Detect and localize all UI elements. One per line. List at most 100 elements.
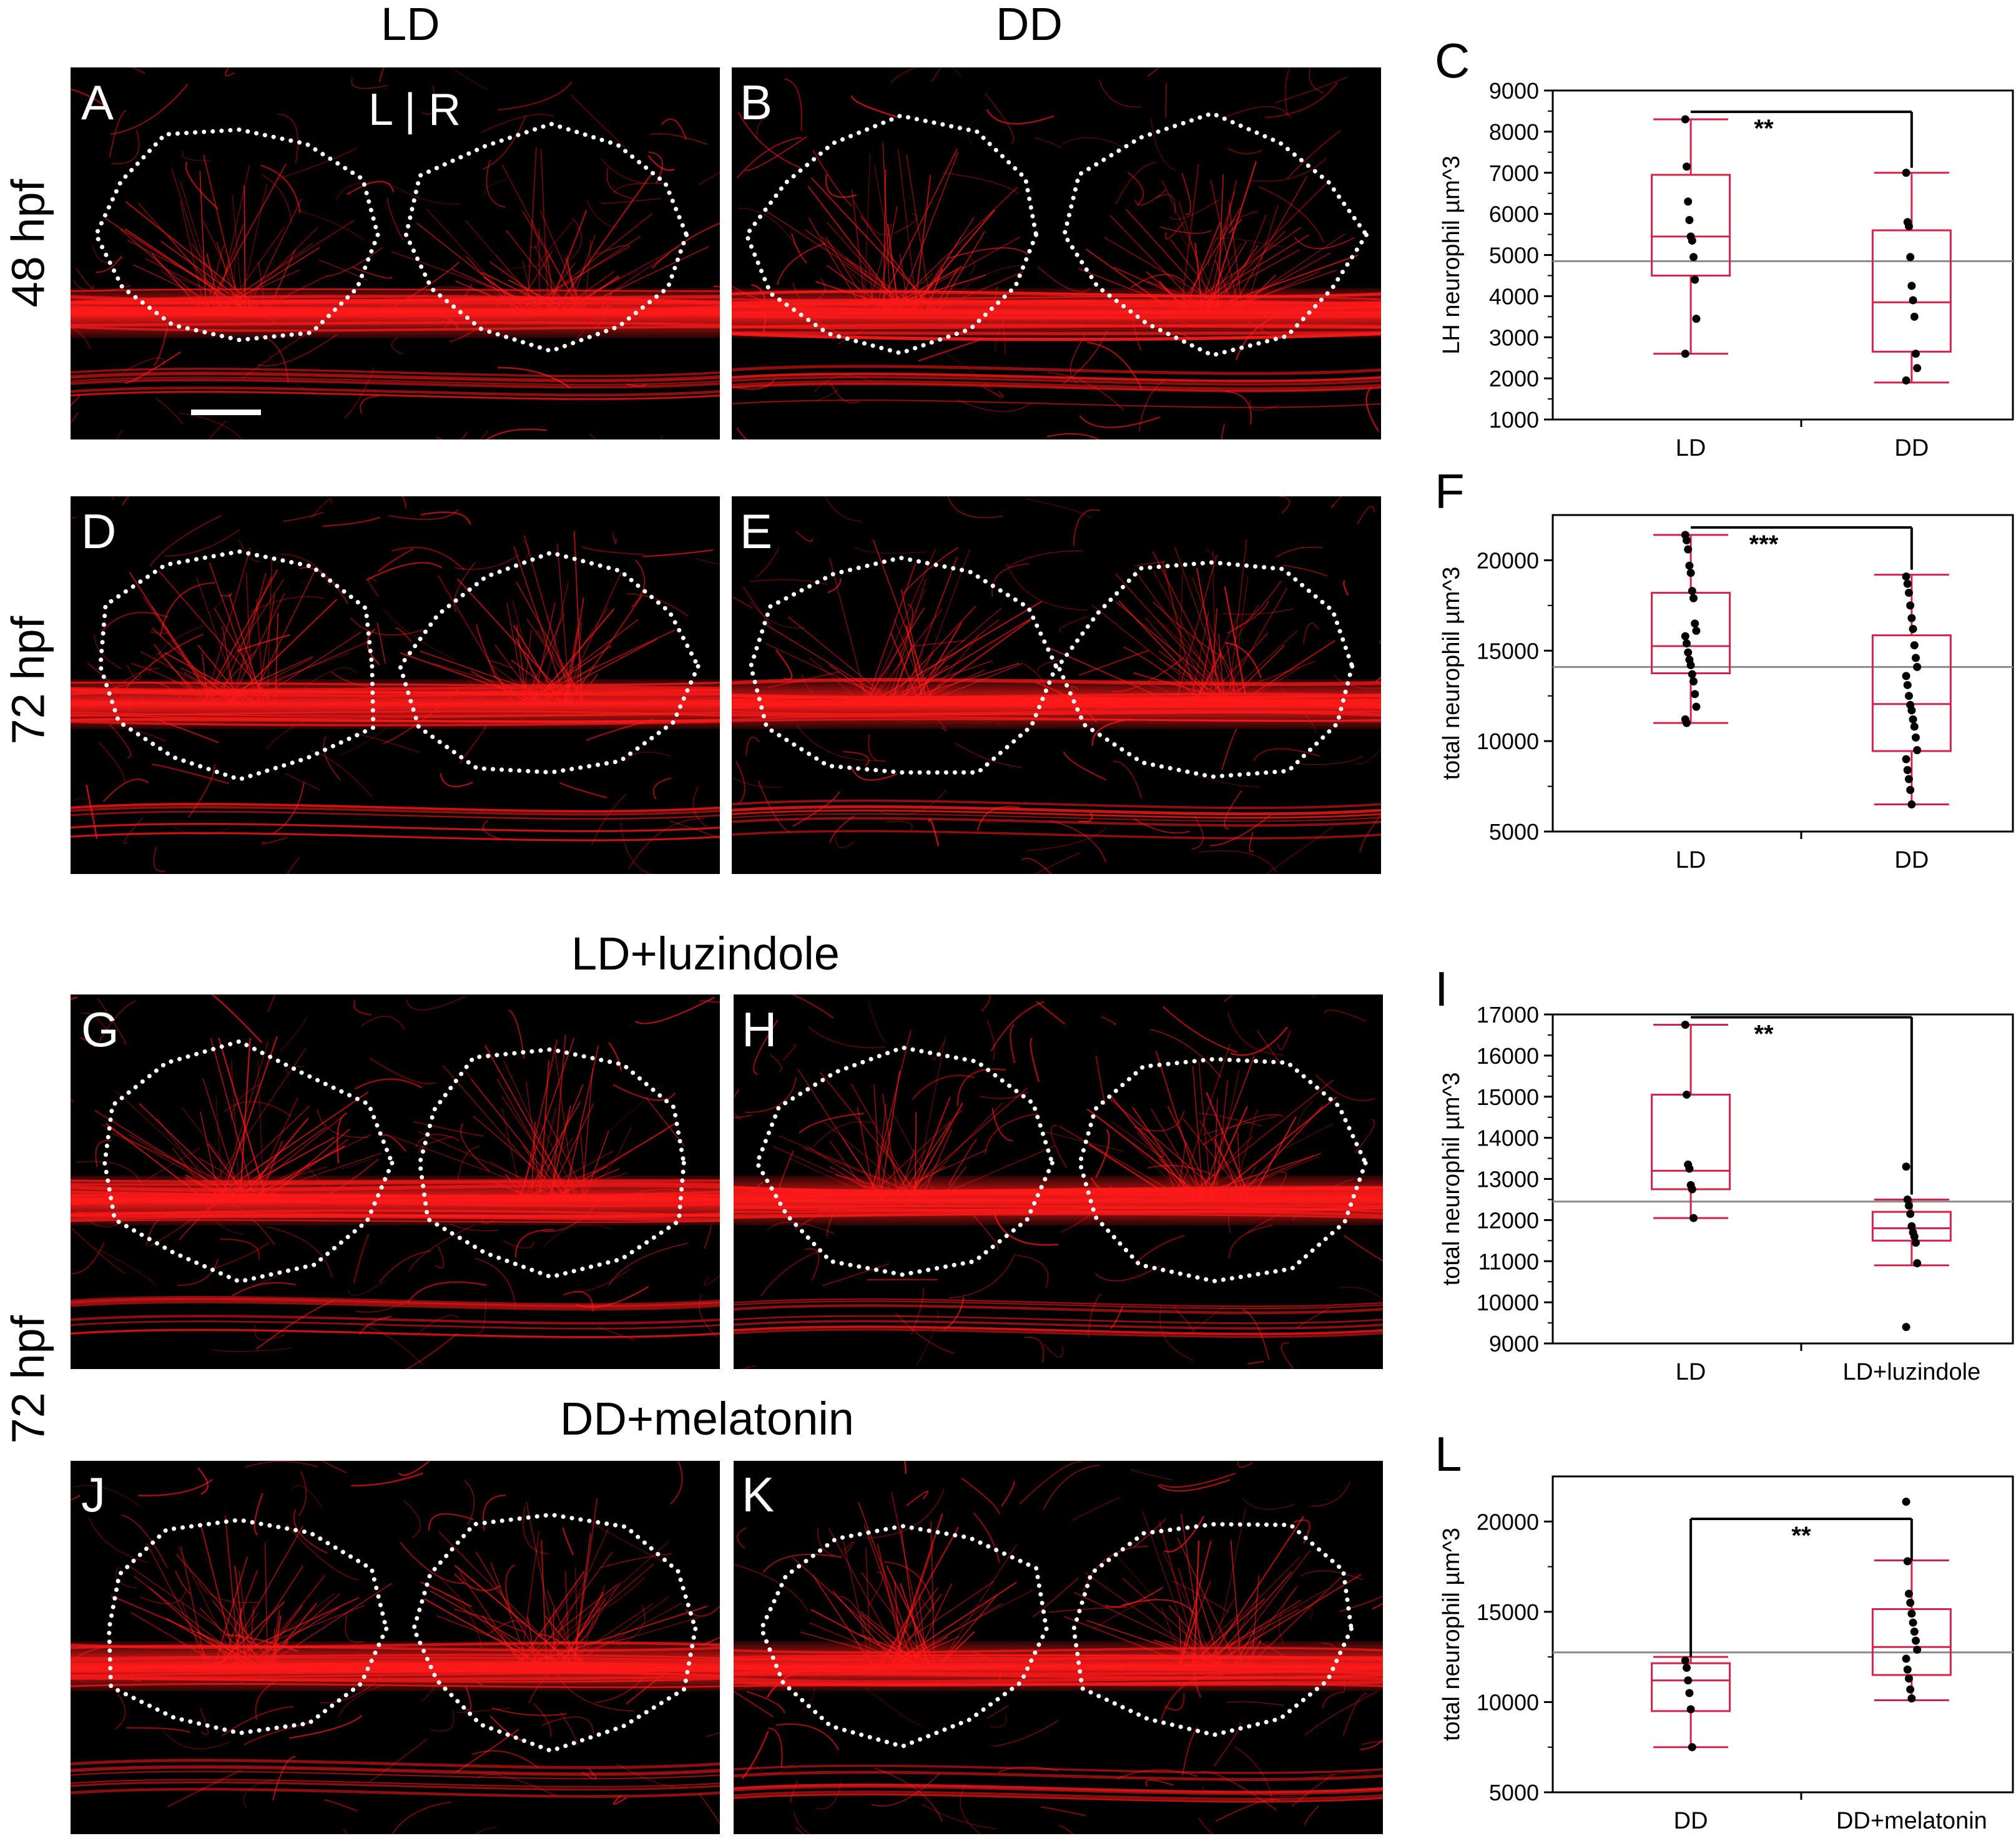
chart-c: 1000 2000 3000 4000 5000 6000 7000 8000 9000 LH n… bbox=[1438, 78, 2014, 461]
data-point bbox=[1913, 364, 1922, 373]
x-tick-label-f: DD bbox=[1894, 847, 1929, 873]
data-point bbox=[1902, 1497, 1910, 1506]
data-point bbox=[1911, 350, 1920, 358]
data-point bbox=[1902, 169, 1910, 177]
data-point bbox=[1685, 561, 1694, 570]
data-point bbox=[1681, 115, 1689, 124]
significance-label: ** bbox=[1754, 1020, 1774, 1048]
y-tick-label-c: 3000 bbox=[1489, 325, 1539, 350]
data-point bbox=[1902, 572, 1910, 581]
box-iqr bbox=[1651, 1662, 1731, 1712]
fluorescence-image-g bbox=[71, 994, 720, 1369]
fluorescence-image-d bbox=[71, 496, 720, 874]
panel-label-e: E bbox=[740, 504, 773, 559]
row-title-72hpf: 72 hpf bbox=[2, 616, 54, 745]
image-panel-g bbox=[71, 994, 720, 1369]
row-title-48hpf: 48 hpf bbox=[2, 179, 54, 308]
data-point bbox=[1683, 536, 1691, 545]
y-axis-label-f: total neurophil µm^3 bbox=[1438, 567, 1465, 780]
x-tick-label-i: LD bbox=[1676, 1359, 1706, 1385]
scale-bar bbox=[191, 410, 261, 415]
data-point bbox=[1913, 662, 1922, 671]
data-point bbox=[1692, 315, 1701, 323]
data-point bbox=[1904, 775, 1913, 783]
data-point bbox=[1907, 1609, 1916, 1618]
significance-label: ** bbox=[1791, 1522, 1811, 1549]
panel-label-i: I bbox=[1435, 961, 1448, 1016]
y-tick-label-c: 2000 bbox=[1489, 366, 1539, 391]
y-tick-label-f: 5000 bbox=[1489, 819, 1539, 845]
data-point bbox=[1907, 614, 1916, 622]
data-point bbox=[1692, 626, 1701, 635]
data-point bbox=[1681, 1656, 1689, 1665]
data-point bbox=[1913, 746, 1922, 755]
y-tick-label-f: 20000 bbox=[1477, 547, 1539, 573]
data-point bbox=[1688, 1185, 1696, 1194]
panel-label-c: C bbox=[1435, 33, 1470, 88]
data-point bbox=[1683, 1663, 1691, 1672]
column-title-ld: LD bbox=[381, 0, 440, 50]
y-tick-label-c: 7000 bbox=[1489, 160, 1539, 186]
data-point bbox=[1691, 690, 1699, 699]
data-point bbox=[1689, 677, 1698, 686]
data-point bbox=[1906, 253, 1915, 262]
data-point bbox=[1911, 733, 1920, 742]
fluorescence-image-h bbox=[734, 994, 1383, 1369]
plot-frame-c bbox=[1551, 89, 2014, 421]
data-point bbox=[1684, 545, 1693, 554]
x-tick-label-i: LD+luzindole bbox=[1842, 1359, 1980, 1385]
x-tick-label-c: DD bbox=[1894, 435, 1929, 461]
significance-label: *** bbox=[1749, 531, 1779, 558]
chart-l: 5000 10000 15000 20000 total neurophil µm^3 D… bbox=[1438, 1475, 2014, 1834]
panel-label-b: B bbox=[740, 75, 773, 130]
y-tick-label-l: 10000 bbox=[1477, 1689, 1539, 1715]
data-point bbox=[1906, 1685, 1915, 1694]
image-panel-b bbox=[732, 67, 1381, 439]
y-tick-label-c: 5000 bbox=[1489, 243, 1539, 268]
data-point bbox=[1903, 765, 1912, 774]
data-point bbox=[1689, 594, 1698, 602]
data-point bbox=[1684, 648, 1693, 657]
fluorescence-image-e bbox=[732, 496, 1381, 874]
y-tick-label-l: 15000 bbox=[1477, 1599, 1539, 1625]
data-point bbox=[1902, 1323, 1910, 1332]
panel-label-d: D bbox=[81, 504, 117, 559]
orientation-label: L | R bbox=[368, 85, 461, 135]
image-panel-d bbox=[71, 496, 720, 874]
data-point bbox=[1691, 619, 1699, 628]
y-tick-label-i: 13000 bbox=[1477, 1167, 1539, 1192]
data-point bbox=[1903, 1665, 1912, 1674]
data-point bbox=[1683, 162, 1691, 171]
data-point bbox=[1910, 722, 1919, 731]
y-tick-label-i: 9000 bbox=[1489, 1331, 1539, 1357]
data-point bbox=[1683, 1090, 1691, 1099]
plot-frame-i bbox=[1551, 1013, 2014, 1345]
data-point bbox=[1910, 312, 1919, 321]
y-axis-label-i: total neurophil µm^3 bbox=[1438, 1073, 1465, 1286]
panel-label-k: K bbox=[742, 1467, 775, 1522]
data-point bbox=[1688, 587, 1696, 596]
data-point bbox=[1907, 706, 1916, 715]
panel-label-h: H bbox=[742, 1002, 777, 1057]
data-point bbox=[1684, 1676, 1693, 1685]
image-panel-a bbox=[71, 67, 720, 439]
data-point bbox=[1902, 1654, 1910, 1663]
significance-label: ** bbox=[1754, 115, 1774, 142]
image-panel-k bbox=[734, 1461, 1383, 1834]
fluorescence-image-j bbox=[71, 1461, 720, 1834]
image-panel-e bbox=[732, 496, 1381, 874]
y-tick-label-c: 1000 bbox=[1489, 407, 1539, 433]
data-point bbox=[1909, 715, 1917, 724]
y-tick-label-i: 15000 bbox=[1477, 1084, 1539, 1110]
condition-title-melatonin: DD+melatonin bbox=[560, 1393, 854, 1445]
data-point bbox=[1692, 702, 1701, 711]
data-point bbox=[1686, 660, 1695, 669]
data-point bbox=[1904, 1201, 1913, 1210]
column-title-dd: DD bbox=[996, 0, 1063, 50]
data-point bbox=[1911, 654, 1920, 662]
data-point bbox=[1902, 1162, 1910, 1171]
data-point bbox=[1906, 1598, 1915, 1607]
y-axis-label-l: total neurophil µm^3 bbox=[1438, 1528, 1465, 1741]
data-point bbox=[1684, 197, 1693, 206]
data-point bbox=[1911, 1239, 1920, 1247]
